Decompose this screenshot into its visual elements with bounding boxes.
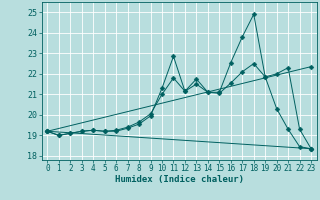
X-axis label: Humidex (Indice chaleur): Humidex (Indice chaleur) (115, 175, 244, 184)
